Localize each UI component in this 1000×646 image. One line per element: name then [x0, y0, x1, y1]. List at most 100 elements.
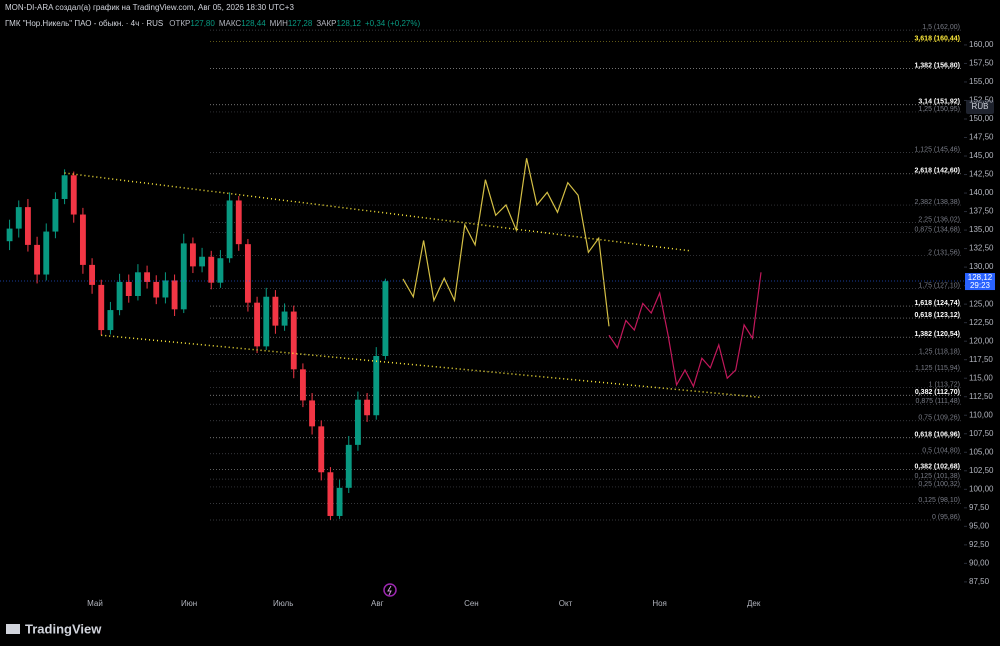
fib-label: 0,618 (106,96) — [914, 432, 960, 439]
countdown: 29:23 — [970, 281, 991, 290]
x-tick-label: Июн — [181, 599, 197, 608]
fib-label: 0,125 (101,38) — [914, 473, 960, 480]
fib-label: 1,618 (124,74) — [914, 300, 960, 307]
candle-body — [61, 175, 68, 199]
candle-body — [79, 214, 86, 265]
projection-line — [402, 158, 610, 327]
y-tick-label: 112,50 — [969, 392, 993, 401]
y-tick-label: 95,00 — [969, 521, 990, 530]
candle-body — [382, 281, 389, 356]
y-tick-label: 130,00 — [969, 262, 994, 271]
fib-label: 0,25 (100,32) — [918, 481, 960, 488]
candle-body — [107, 310, 114, 331]
last-price-box — [965, 273, 995, 291]
symbol: ГМК "Нор.Никель" ПАО - обыкн. · 4ч · RUS — [5, 19, 163, 28]
candle-body — [144, 272, 151, 282]
currency: RUB — [972, 102, 989, 111]
y-tick-label: 137,50 — [969, 207, 994, 216]
fib-label: 3,618 (160,44) — [914, 36, 960, 43]
y-tick-label: 97,50 — [969, 503, 990, 512]
y-tick-label: 142,50 — [969, 170, 994, 179]
fib-label: 0,75 (109,26) — [918, 415, 960, 422]
x-tick-label: Окт — [559, 599, 573, 608]
fib-label: 1,25 (150,95) — [918, 106, 960, 113]
y-tick-label: 152,50 — [969, 96, 994, 105]
fib-label: 0,618 (123,12) — [914, 312, 960, 319]
legend-value: 127,28 — [288, 19, 313, 28]
candle-body — [52, 198, 59, 232]
y-tick-label: 87,50 — [969, 577, 990, 586]
candle-body — [217, 258, 224, 283]
y-tick-label: 150,00 — [969, 114, 994, 123]
candle-body — [309, 400, 316, 427]
y-tick-label: 120,00 — [969, 336, 994, 345]
candle-body — [244, 244, 251, 303]
candle-body — [290, 311, 297, 370]
candle-body — [354, 399, 361, 445]
brand: TradingView — [25, 621, 102, 636]
y-tick-label: 105,00 — [969, 447, 994, 456]
candle-body — [235, 200, 242, 245]
fib-label: 0,382 (102,68) — [914, 463, 960, 470]
fib-label: 0,5 (104,80) — [922, 448, 960, 455]
y-tick-label: 157,50 — [969, 59, 994, 68]
legend-label: МИН — [270, 19, 288, 28]
x-tick-label: Дек — [747, 599, 761, 608]
fib-label: 0 (95,86) — [932, 514, 960, 521]
candle-body — [364, 399, 371, 416]
y-tick-label: 92,50 — [969, 540, 990, 549]
candle-body — [98, 284, 105, 331]
candle-body — [34, 244, 41, 275]
candle-body — [70, 175, 77, 215]
y-tick-label: 132,50 — [969, 244, 994, 253]
legend-label: МАКС — [219, 19, 242, 28]
currency-box — [966, 100, 994, 114]
fib-label: 1,5 (162,00) — [922, 24, 960, 31]
candle-body — [180, 243, 187, 310]
y-tick-label: 135,00 — [969, 225, 994, 234]
x-tick-label: Ноя — [652, 599, 667, 608]
candle-body — [327, 472, 334, 516]
fib-label: 2,25 (136,02) — [918, 216, 960, 223]
fib-label: 2,618 (142,60) — [914, 168, 960, 175]
x-tick-label: Авг — [371, 599, 384, 608]
candle-body — [171, 280, 178, 310]
y-tick-label: 155,00 — [969, 77, 994, 86]
legend-label: ЗАКР — [316, 19, 336, 28]
y-tick-label: 160,00 — [969, 40, 994, 49]
fib-label: 1,75 (127,10) — [918, 282, 960, 289]
y-tick-label: 100,00 — [969, 484, 994, 493]
y-tick-label: 117,50 — [969, 355, 993, 364]
legend-value: 127,80 — [190, 19, 215, 28]
y-tick-label: 110,00 — [969, 410, 993, 419]
fib-label: 3,14 (151,92) — [918, 99, 960, 106]
change: +0,34 (+0,27%) — [365, 19, 420, 28]
attribution: MON-DI-ARA создал(а) график на TradingVi… — [5, 3, 294, 12]
y-tick-label: 122,50 — [969, 318, 994, 327]
fib-label: 1,382 (120,54) — [914, 331, 960, 338]
y-tick-label: 115,00 — [969, 373, 993, 382]
y-tick-label: 107,50 — [969, 429, 994, 438]
candle-body — [162, 280, 169, 298]
candle-body — [318, 426, 325, 473]
last-price-label: 128,12 — [968, 273, 993, 282]
candle-body — [226, 200, 233, 259]
candle-body — [15, 207, 22, 229]
fib-label: 1,382 (156,80) — [914, 62, 960, 69]
fib-label: 1,125 (115,94) — [915, 365, 960, 372]
candle-body — [373, 355, 380, 416]
event-bolt — [387, 585, 392, 596]
fib-label: 1 (113,72) — [929, 382, 960, 389]
fib-label: 0,875 (111,48) — [916, 398, 961, 405]
candle-body — [89, 264, 96, 285]
y-tick-label: 102,50 — [969, 466, 994, 475]
y-tick-label: 90,00 — [969, 558, 990, 567]
candle-body — [125, 281, 132, 297]
candle-body — [281, 311, 288, 326]
candle-body — [153, 281, 160, 298]
legend-value: 128,12 — [337, 19, 362, 28]
candle-body — [345, 444, 352, 488]
event-icon[interactable] — [383, 583, 397, 597]
candle-body — [43, 231, 50, 275]
